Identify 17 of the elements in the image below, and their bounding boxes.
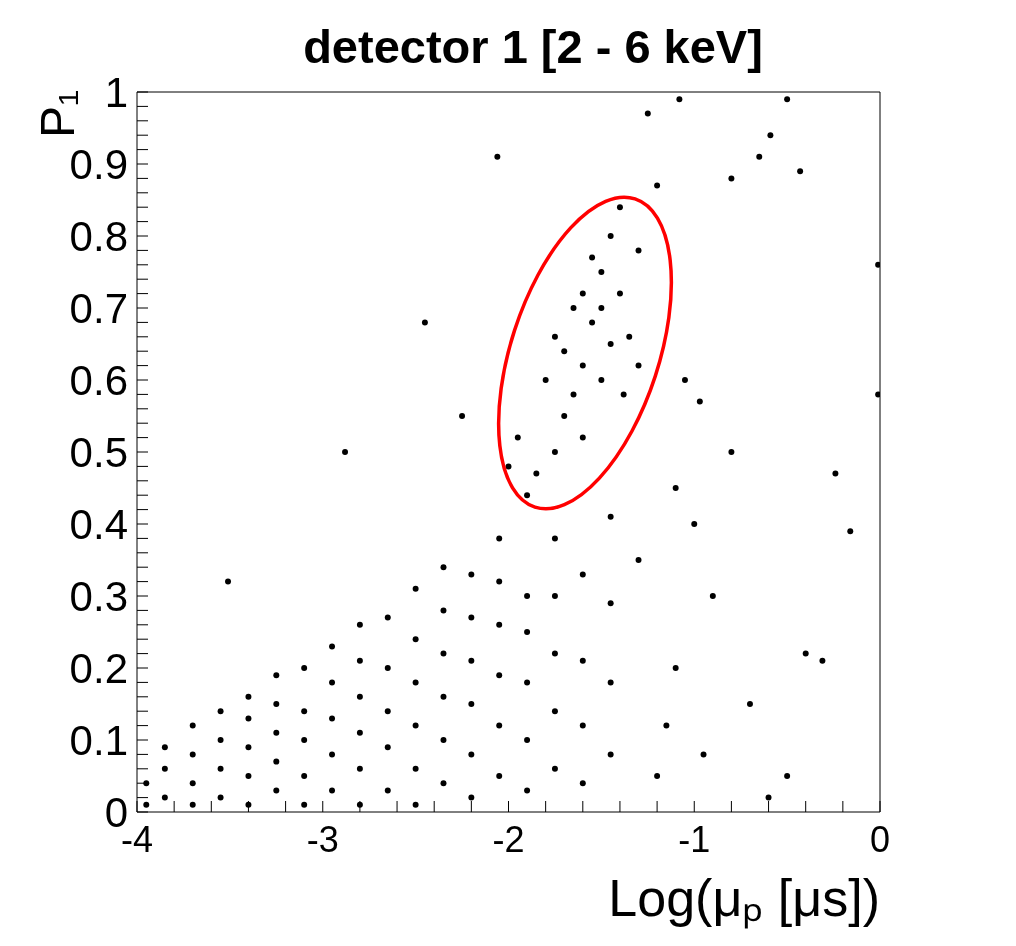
y-tick-label: 0.1	[69, 716, 128, 764]
x-tick-label: -3	[306, 818, 339, 860]
y-tick-label: 0.3	[69, 572, 128, 620]
y-axis-title: P₁	[31, 89, 84, 138]
y-tick-label: 0.6	[69, 356, 128, 404]
y-tick-label: 0.8	[69, 212, 128, 260]
y-tick-label: 0.5	[69, 428, 128, 476]
y-tick-label: 0.9	[69, 140, 128, 188]
x-tick-label: -1	[678, 818, 711, 860]
y-tick-label: 0.7	[69, 284, 128, 332]
chart-title: detector 1 [2 - 6 keV]	[303, 20, 763, 73]
y-tick-label: 1	[104, 68, 128, 116]
x-tick-label: 0	[869, 818, 891, 860]
y-tick-label: 0.2	[69, 644, 128, 692]
x-axis-title: Log(μₚ [μs])	[608, 868, 880, 928]
x-tick-label: -2	[492, 818, 525, 860]
y-tick-label: 0.4	[69, 500, 128, 548]
